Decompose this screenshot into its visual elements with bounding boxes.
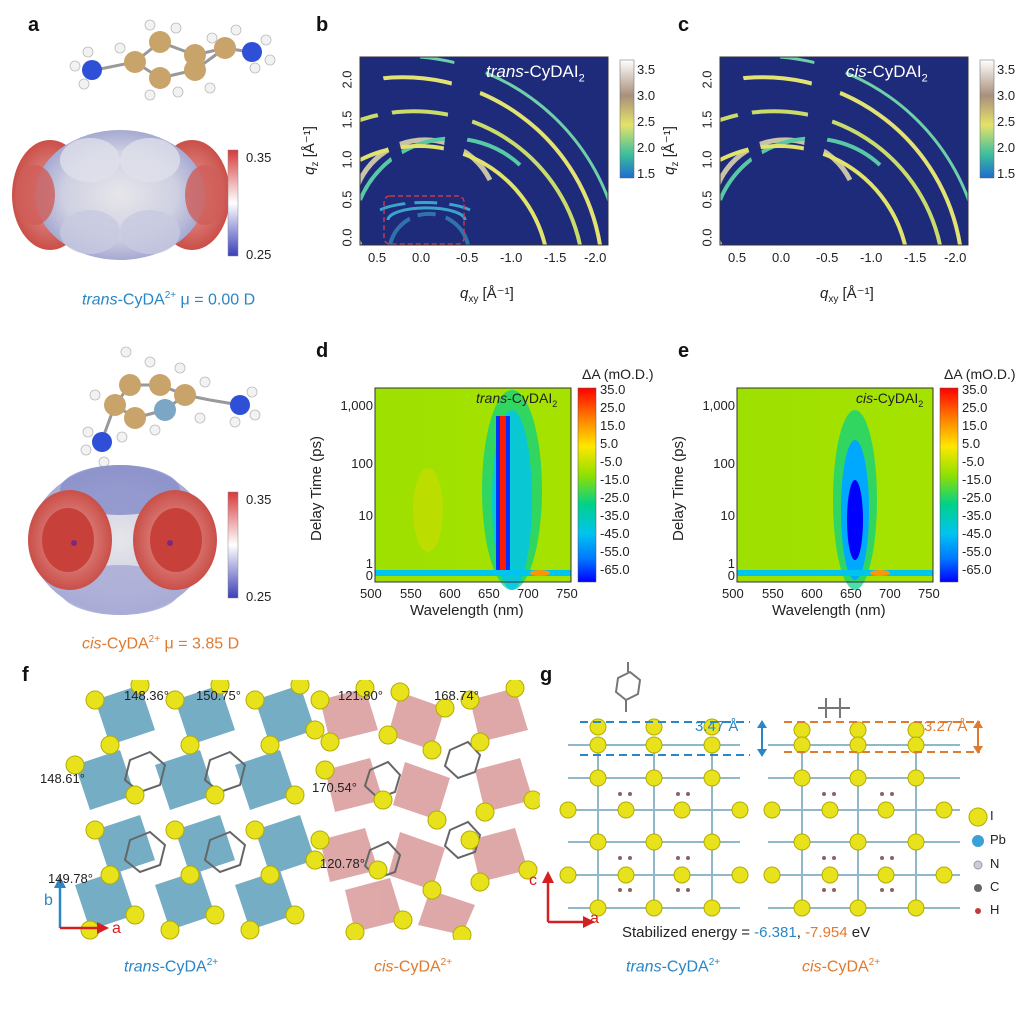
ta-trans-map [374, 387, 572, 590]
trans-molecule [69, 19, 276, 101]
cis-esp-colorbar [227, 491, 239, 599]
giwaxs-trans-colorbar [619, 59, 635, 179]
ta-cis-map [736, 387, 934, 590]
trans-angle-4: 149.78° [48, 871, 93, 886]
ta-trans-colorbar [577, 387, 597, 583]
panel-a-graphic [12, 19, 276, 615]
f-cis-caption: cis-CyDA2+ [374, 957, 453, 976]
trans-iodine-atoms [65, 680, 325, 940]
g-axis-c-label: c [529, 872, 537, 889]
ta-cis-ylabel: Delay Time (ps) [670, 435, 688, 542]
ta-trans-cbar-title: ΔA (mO.D.) [582, 366, 654, 382]
ta-cis-title: cis-CyDAI2 [856, 390, 924, 409]
giwaxs-trans-title: trans-CyDAI2 [486, 62, 585, 85]
legend-H: H [990, 902, 1000, 917]
panel-g-axes [542, 871, 595, 928]
panel-g-graphic [542, 662, 988, 928]
trans-cbar-bottom-label: 0.25 [246, 247, 272, 262]
cis-angle-1: 121.80° [338, 688, 383, 703]
giwaxs-trans-cbar-ticks: 3.5 3.0 2.5 2.0 1.5 [637, 62, 656, 181]
giwaxs-trans-map [359, 56, 609, 246]
ta-cis-cbar-title: ΔA (mO.D.) [944, 366, 1016, 382]
panel-label-b: b [316, 14, 329, 36]
ta-cis-xticks: 500 550 600 650 700 750 [722, 586, 940, 601]
giwaxs-cis-yticks: 2.0 1.5 1.0 0.5 0.0 [699, 70, 715, 247]
giwaxs-trans-xticks: 0.5 0.0 -0.5 -1.0 -1.5 -2.0 [368, 250, 607, 265]
trans-esp-surface [12, 130, 230, 260]
trans-interlayer-distance: 3.47 Å [695, 718, 739, 735]
ta-graphics [374, 387, 959, 590]
trans-molecules [123, 750, 247, 874]
ta-cis-yticks: 1,000 100 10 1 0 [702, 398, 735, 583]
trans-layer-lattice [559, 662, 767, 917]
trans-angle-3: 148.61° [40, 771, 85, 786]
f-trans-caption: trans-CyDA2+ [124, 957, 219, 976]
legend-C: C [990, 879, 1000, 894]
giwaxs-highlight-box [383, 195, 465, 245]
panel-label-f: f [22, 664, 29, 686]
giwaxs-cis-colorbar [979, 59, 995, 179]
giwaxs-trans-xlabel: qxy [Å⁻¹] [460, 285, 514, 305]
trans-cbar-top-label: 0.35 [246, 150, 272, 165]
ta-cis-colorbar [939, 387, 959, 583]
panel-label-a: a [28, 14, 40, 36]
panel-label-c: c [678, 14, 690, 36]
legend-Pb: Pb [990, 832, 1006, 847]
cis-angle-3: 170.54° [312, 780, 357, 795]
ta-cis-cbar-ticks: 35.0 25.0 15.0 5.0 -5.0 -15.0 -25.0 -35.… [962, 382, 992, 577]
f-axis-b-label: b [44, 892, 53, 909]
ta-trans-yticks: 1,000 100 10 1 0 [340, 398, 373, 583]
cis-angle-4: 120.78° [320, 856, 365, 871]
ta-trans-ylabel: Delay Time (ps) [308, 435, 326, 542]
cis-esp-surface [28, 465, 217, 615]
panel-f-graphic [54, 680, 540, 940]
ta-trans-xticks: 500 550 600 650 700 750 [360, 586, 578, 601]
cis-iodine-atoms [310, 680, 540, 940]
panel-label-d: d [316, 340, 329, 362]
legend-I: I [990, 808, 994, 823]
giwaxs-cis-cbar-ticks: 3.5 3.0 2.5 2.0 1.5 [997, 62, 1016, 181]
cis-molecule [80, 346, 261, 468]
giwaxs-cis-title: cis-CyDAI2 [846, 62, 928, 85]
ta-trans-title: trans-CyDAI2 [476, 390, 558, 409]
cis-cyda-caption: cis-CyDA2+ μ = 3.85 D [82, 634, 240, 653]
giwaxs-cis-xlabel: qxy [Å⁻¹] [820, 285, 874, 305]
g-cis-caption: cis-CyDA2+ [802, 957, 881, 976]
giwaxs-graphics [359, 56, 995, 246]
cis-layer-lattice [763, 698, 983, 917]
ta-trans-cbar-ticks: 35.0 25.0 15.0 5.0 -5.0 -15.0 -25.0 -35.… [600, 382, 630, 577]
cis-cbar-bottom-label: 0.25 [246, 589, 272, 604]
panel-f-axes [54, 876, 109, 934]
ta-trans-xlabel: Wavelength (nm) [410, 602, 524, 619]
g-trans-caption: trans-CyDA2+ [626, 957, 721, 976]
panel-label-e: e [678, 340, 690, 362]
atom-legend-labels: I Pb N C H [990, 808, 1020, 938]
giwaxs-cis-xticks: 0.5 0.0 -0.5 -1.0 -1.5 -2.0 [728, 250, 967, 265]
f-axis-a-label: a [112, 920, 121, 937]
trans-cyda-caption: trans-CyDA2+ μ = 0.00 D [82, 290, 256, 309]
giwaxs-trans-ylabel: qz [Å⁻¹] [300, 126, 321, 175]
trans-octahedra-lattice [75, 685, 315, 930]
giwaxs-cis-ylabel: qz [Å⁻¹] [660, 126, 681, 175]
legend-N: N [990, 856, 1000, 871]
trans-angle-1: 148.36° [124, 688, 169, 703]
ta-cis-xlabel: Wavelength (nm) [772, 602, 886, 619]
cis-octahedra-lattice [320, 688, 533, 935]
giwaxs-cis-map [719, 56, 969, 246]
trans-angle-2: 150.75° [196, 688, 241, 703]
giwaxs-trans-yticks: 2.0 1.5 1.0 0.5 0.0 [339, 70, 355, 247]
stabilized-energy: Stabilized energy = -6.381, -7.954 eV [622, 924, 871, 941]
cis-cbar-top-label: 0.35 [246, 492, 272, 507]
g-axis-a-label: a [590, 910, 599, 927]
panel-label-g: g [540, 664, 553, 686]
trans-esp-colorbar [227, 149, 239, 257]
cis-molecules [363, 740, 482, 880]
cis-angle-2: 168.74° [434, 688, 479, 703]
atom-legend [968, 807, 988, 914]
cis-interlayer-distance: 3.27 Å [924, 718, 968, 735]
